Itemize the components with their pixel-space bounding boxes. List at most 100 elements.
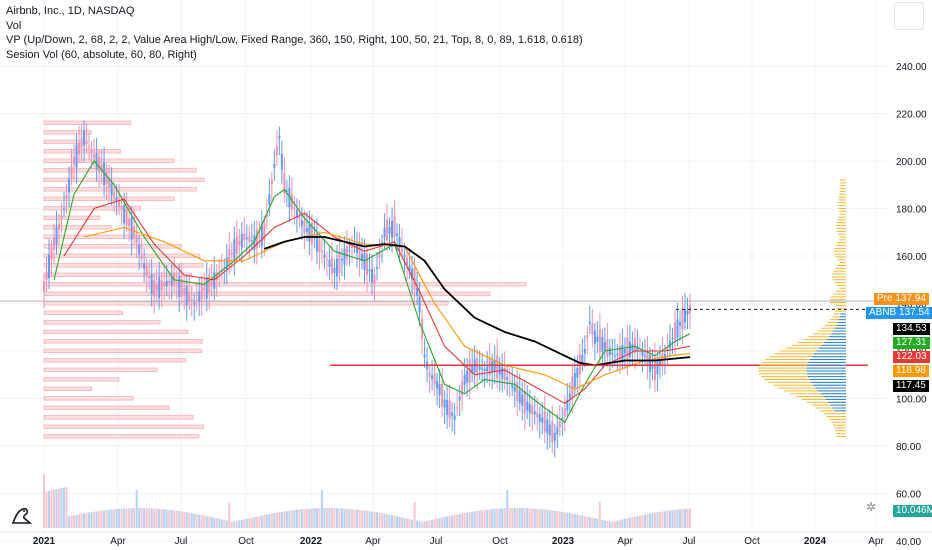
- volume-bar: [293, 510, 296, 528]
- candle-body: [333, 268, 336, 273]
- volume-bar: [483, 509, 486, 528]
- candle-body: [558, 421, 561, 428]
- candle-body: [511, 383, 514, 389]
- candle-body: [280, 153, 283, 170]
- candle-body: [371, 268, 374, 283]
- candle-body: [661, 353, 664, 365]
- volume-bar: [58, 488, 61, 528]
- candle-body: [268, 194, 271, 205]
- session-volume-bar: [834, 247, 846, 249]
- volume-bar: [150, 508, 153, 528]
- candle-body: [546, 419, 549, 434]
- candle-body: [138, 244, 141, 254]
- volume-bar: [273, 513, 276, 528]
- candle-body: [373, 274, 376, 285]
- candle-body: [60, 215, 63, 219]
- candle-body: [158, 277, 161, 299]
- session-volume-bar: [762, 361, 846, 363]
- y-tick-label: 80.00: [896, 442, 921, 453]
- candle-body: [651, 364, 654, 369]
- volume-profile-bar: [43, 291, 491, 296]
- candle-body: [330, 258, 333, 274]
- volume-bar: [63, 487, 66, 528]
- volume-bar: [371, 511, 374, 528]
- candle-body: [671, 337, 674, 339]
- candle-body: [50, 248, 53, 261]
- candle-body: [478, 366, 481, 370]
- volume-profile-bar: [43, 405, 170, 410]
- candle-body: [275, 146, 278, 156]
- session-volume-bar: [837, 259, 846, 261]
- volume-bar: [616, 520, 619, 528]
- candle-body: [228, 248, 231, 267]
- volume-bar: [406, 518, 409, 528]
- volume-bar: [188, 512, 191, 528]
- session-volume-bar: [813, 333, 846, 335]
- candle-body: [471, 364, 474, 374]
- candle-body: [110, 183, 113, 196]
- volume-bar: [498, 508, 501, 528]
- volume-bar: [566, 512, 569, 528]
- x-tick-label: 2022: [300, 536, 323, 547]
- candle-body: [238, 240, 241, 245]
- candle-body: [418, 296, 421, 313]
- session-volume-bar: [816, 407, 846, 409]
- y-tick-label: 140.00: [896, 300, 927, 311]
- volume-bar: [320, 490, 323, 528]
- session-volume-bar-blue: [813, 384, 846, 386]
- volume-profile-bar: [43, 206, 141, 211]
- candle-body: [155, 284, 158, 292]
- candle-body: [598, 329, 601, 352]
- candle-body: [120, 207, 123, 210]
- volume-bar: [666, 510, 669, 528]
- candle-body: [506, 376, 509, 380]
- volume-bar: [123, 508, 126, 528]
- candle-body: [283, 173, 286, 195]
- session-volume-bar: [764, 379, 846, 380]
- gear-icon[interactable]: ✲: [866, 500, 877, 514]
- volume-bar: [125, 508, 128, 528]
- candle-body: [148, 276, 151, 279]
- volume-profile-bar: [43, 253, 201, 258]
- session-volume-bar: [838, 216, 846, 218]
- volume-bar: [238, 520, 241, 528]
- volume-bar: [328, 508, 331, 528]
- session-volume-bar: [838, 202, 846, 204]
- session-volume-bar-blue: [809, 379, 846, 380]
- volume-bar: [376, 512, 379, 528]
- volume-bar: [626, 518, 629, 528]
- candle-body: [636, 346, 639, 352]
- candle-body: [85, 139, 88, 145]
- session-volume-bar-blue: [837, 322, 846, 323]
- candle-body: [135, 236, 138, 244]
- volume-bar: [283, 511, 286, 528]
- volume-bar: [223, 519, 226, 528]
- session-volume-bar-blue: [838, 319, 846, 321]
- session-volume-bar: [837, 284, 846, 286]
- session-volume-bar: [826, 416, 846, 418]
- volume-profile-bar: [43, 168, 197, 173]
- candle-body: [78, 142, 81, 155]
- session-volume-bar: [811, 404, 846, 406]
- session-volume-bar: [835, 433, 846, 435]
- candle-body: [368, 269, 371, 272]
- volume-bar: [228, 503, 231, 528]
- session-volume-bar: [795, 396, 846, 398]
- volume-bar: [598, 501, 601, 528]
- candle-body: [70, 166, 73, 179]
- candle-body: [573, 372, 576, 388]
- session-volume-bar-blue: [830, 404, 846, 406]
- candle-body: [230, 253, 233, 255]
- candle-body: [448, 400, 451, 419]
- session-volume-bar: [833, 313, 846, 315]
- volume-bar: [165, 509, 168, 528]
- volume-profile-bar: [43, 396, 134, 401]
- volume-bar: [363, 510, 366, 528]
- chart-menu-button[interactable]: [894, 2, 924, 30]
- candle-body: [388, 226, 391, 234]
- price-label-tag: ABNB: [869, 307, 900, 318]
- candle-body: [616, 353, 619, 356]
- candle-body: [208, 274, 211, 293]
- candle-body: [516, 382, 519, 402]
